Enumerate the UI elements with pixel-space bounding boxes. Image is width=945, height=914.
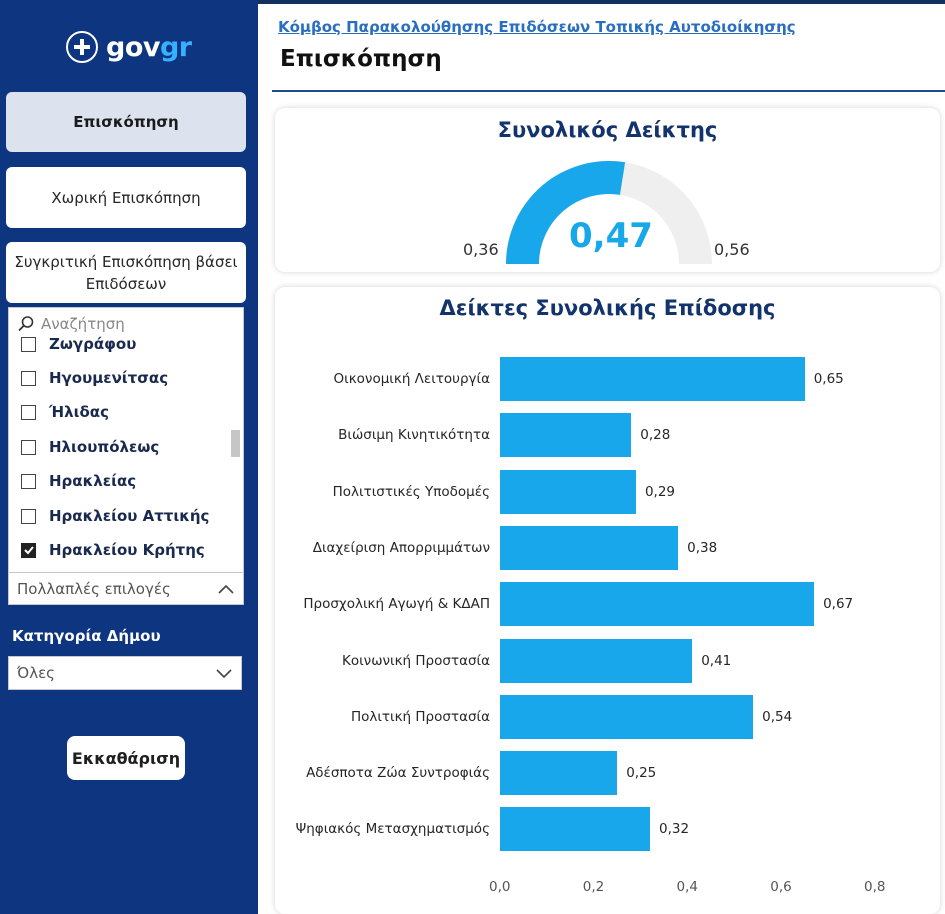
bar-value-label: 0,67	[823, 596, 854, 613]
slicer-item-label: Ηρακλείας	[49, 472, 137, 490]
slicer-search-input[interactable]: Αναζήτηση	[17, 312, 237, 336]
checkbox[interactable]	[21, 473, 36, 489]
category-label: Κατηγορία Δήμου	[12, 627, 161, 645]
chevron-down-icon	[216, 669, 232, 679]
x-axis-tick-label: 0,2	[582, 879, 605, 895]
bar-category-label: Κοινωνική Προστασία	[341, 652, 490, 669]
slicer-item-label: Ζωγράφου	[49, 335, 137, 353]
gauge-max-label: 0,56	[714, 240, 750, 259]
checkbox[interactable]	[21, 508, 36, 524]
nav-spatial-label: Χωρική Επισκόπηση	[51, 188, 201, 207]
page-title: Επισκόπηση	[280, 46, 442, 72]
bar-value-label: 0,25	[626, 765, 657, 782]
bar-value-label: 0,41	[701, 652, 732, 669]
slicer-item-label: Ηγουμενίτσας	[49, 369, 169, 387]
top-border	[0, 0, 945, 4]
bar-category-label: Πολιτική Προστασία	[350, 708, 490, 725]
breadcrumb-link[interactable]: Κόμβος Παρακολούθησης Επιδόσεων Τοπικής …	[278, 18, 796, 36]
gauge-title: Συνολικός Δείκτης	[497, 118, 718, 142]
bar-value-label: 0,54	[762, 708, 793, 725]
slicer-item-label: Ήλιδας	[49, 403, 109, 421]
checkmark-icon	[23, 546, 34, 555]
x-axis-tick-label: 0,0	[489, 879, 511, 895]
clear-button-label: Εκκαθάριση	[71, 748, 181, 768]
bar[interactable]	[500, 525, 679, 570]
overall-index-card: Συνολικός Δείκτης 0,36 0,56 0,47	[275, 108, 940, 272]
bar[interactable]	[500, 807, 650, 852]
bar-value-label: 0,38	[687, 539, 718, 556]
nav-spatial-button[interactable]: Χωρική Επισκόπηση	[6, 167, 246, 228]
slicer-item[interactable]: Ηρακλείας	[21, 469, 136, 493]
bar[interactable]	[500, 469, 636, 514]
govgr-logo: gov gr	[66, 30, 196, 64]
bar-value-label: 0,65	[813, 371, 844, 387]
nav-comparative-label: Συγκριτική Επισκόπηση βάσει Επιδόσεων	[14, 252, 238, 293]
chevron-up-icon	[218, 584, 234, 594]
logo-gr-text: gr	[159, 31, 192, 63]
checkbox[interactable]	[21, 370, 36, 386]
x-axis-tick-label: 0,8	[864, 879, 886, 895]
slicer-item-label: Ηρακλείου Αττικής	[49, 507, 210, 525]
checkbox-checked[interactable]	[21, 542, 36, 558]
municipality-slicer: Αναζήτηση Ζωγράφου Ηγουμενίτσας Ήλιδας Η…	[8, 307, 244, 605]
gauge-value: 0,47	[569, 216, 653, 256]
bar[interactable]	[500, 413, 632, 458]
bar[interactable]	[500, 638, 693, 683]
chart-title: Δείκτες Συνολικής Επίδοσης	[439, 296, 776, 320]
greek-flag-emblem-icon	[66, 31, 98, 63]
x-axis-tick-label: 0,4	[676, 879, 698, 895]
checkbox[interactable]	[21, 336, 36, 352]
bar[interactable]	[500, 694, 754, 739]
bar-value-label: 0,32	[659, 821, 690, 838]
bar[interactable]	[500, 357, 805, 401]
search-placeholder: Αναζήτηση	[41, 315, 125, 333]
gauge-fill	[506, 161, 626, 264]
category-selected-value: Όλες	[17, 664, 55, 682]
gauge-chart	[506, 161, 712, 264]
checkbox[interactable]	[21, 404, 36, 420]
multi-select-label: Πολλαπλές επιλογές	[17, 579, 171, 598]
logo-gov-text: gov	[106, 31, 160, 63]
bar-category-label: Αδέσποτα Ζώα Συντροφιάς	[306, 765, 490, 782]
bar[interactable]	[500, 751, 618, 796]
nav-overview-button[interactable]: Επισκόπηση	[6, 92, 246, 152]
nav-comparative-button[interactable]: Συγκριτική Επισκόπηση βάσει Επιδόσεων	[6, 242, 246, 303]
slicer-item[interactable]: Ηγουμενίτσας	[21, 366, 168, 390]
slicer-item[interactable]: Ηρακλείου Κρήτης	[21, 538, 205, 562]
slicer-item[interactable]: Ήλιδας	[21, 400, 109, 424]
slicer-item[interactable]: Ηρακλείου Αττικής	[21, 504, 209, 528]
slicer-list: Ζωγράφου Ηγουμενίτσας Ήλιδας Ηλιουπόλεως…	[9, 332, 245, 568]
title-divider	[272, 90, 945, 92]
multi-select-dropdown[interactable]: Πολλαπλές επιλογές	[9, 572, 243, 604]
x-axis-tick-label: 0,6	[770, 879, 792, 895]
bar[interactable]	[500, 582, 815, 627]
gauge-min-label: 0,36	[463, 240, 499, 259]
bar-value-label: 0,29	[644, 483, 675, 500]
checkbox[interactable]	[21, 439, 36, 455]
slicer-item[interactable]: Ηλιουπόλεως	[21, 435, 159, 459]
performance-indicators-card: Δείκτες Συνολικής Επίδοσης Οικονομική Λε…	[275, 287, 940, 914]
category-select[interactable]: Όλες	[8, 656, 242, 690]
nav-overview-label: Επισκόπηση	[73, 113, 179, 131]
slicer-item[interactable]: Ζωγράφου	[21, 332, 136, 356]
bar-category-label: Βιώσιμη Κινητικότητα	[338, 427, 490, 444]
slicer-item-label: Ηλιουπόλεως	[49, 438, 160, 456]
slicer-item-label: Ηρακλείου Κρήτης	[49, 541, 205, 559]
clear-button[interactable]: Εκκαθάριση	[67, 736, 185, 780]
bar-category-label: Προσχολική Αγωγή & ΚΔΑΠ	[303, 596, 490, 613]
search-icon	[18, 316, 34, 332]
bar-category-label: Ψηφιακός Μετασχηματισμός	[295, 821, 490, 838]
bar-chart: Οικονομική Λειτουργία 0,65 Βιώσιμη Κινητικ…	[275, 287, 940, 914]
bar-value-label: 0,28	[640, 427, 671, 444]
slicer-scrollbar[interactable]	[231, 430, 240, 457]
sidebar: gov gr Επισκόπηση Χωρική Επισκόπηση Συγκ…	[0, 0, 258, 914]
bar-category-label: Πολιτιστικές Υποδομές	[332, 483, 490, 500]
bar-category-label: Οικονομική Λειτουργία	[333, 371, 491, 387]
bar-category-label: Διαχείριση Απορριμμάτων	[312, 539, 490, 556]
